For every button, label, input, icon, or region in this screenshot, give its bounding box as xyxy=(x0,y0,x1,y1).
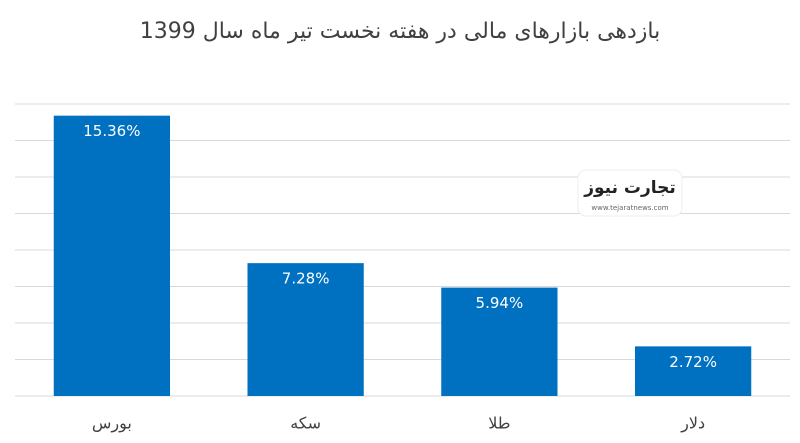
watermark-url: www.tejaratnews.com xyxy=(591,204,668,212)
bar xyxy=(247,263,364,396)
value-label: 15.36% xyxy=(83,122,140,140)
x-tick-label: سکه xyxy=(290,414,321,433)
x-tick-label: بورس xyxy=(92,414,132,434)
bar xyxy=(441,287,558,396)
x-tick-label: طلا xyxy=(488,414,510,433)
x-tick-label: دلار xyxy=(680,414,705,434)
watermark-brand: تجارت نیوز xyxy=(583,178,676,198)
bar xyxy=(635,346,752,396)
value-label: 2.72% xyxy=(669,353,717,371)
bar xyxy=(53,115,170,397)
value-label: 5.94% xyxy=(476,294,524,312)
chart-title: بازدهی بازارهای مالی در هفته نخست تیر ما… xyxy=(140,19,661,44)
watermark-box xyxy=(577,169,683,217)
value-label: 7.28% xyxy=(282,270,330,288)
